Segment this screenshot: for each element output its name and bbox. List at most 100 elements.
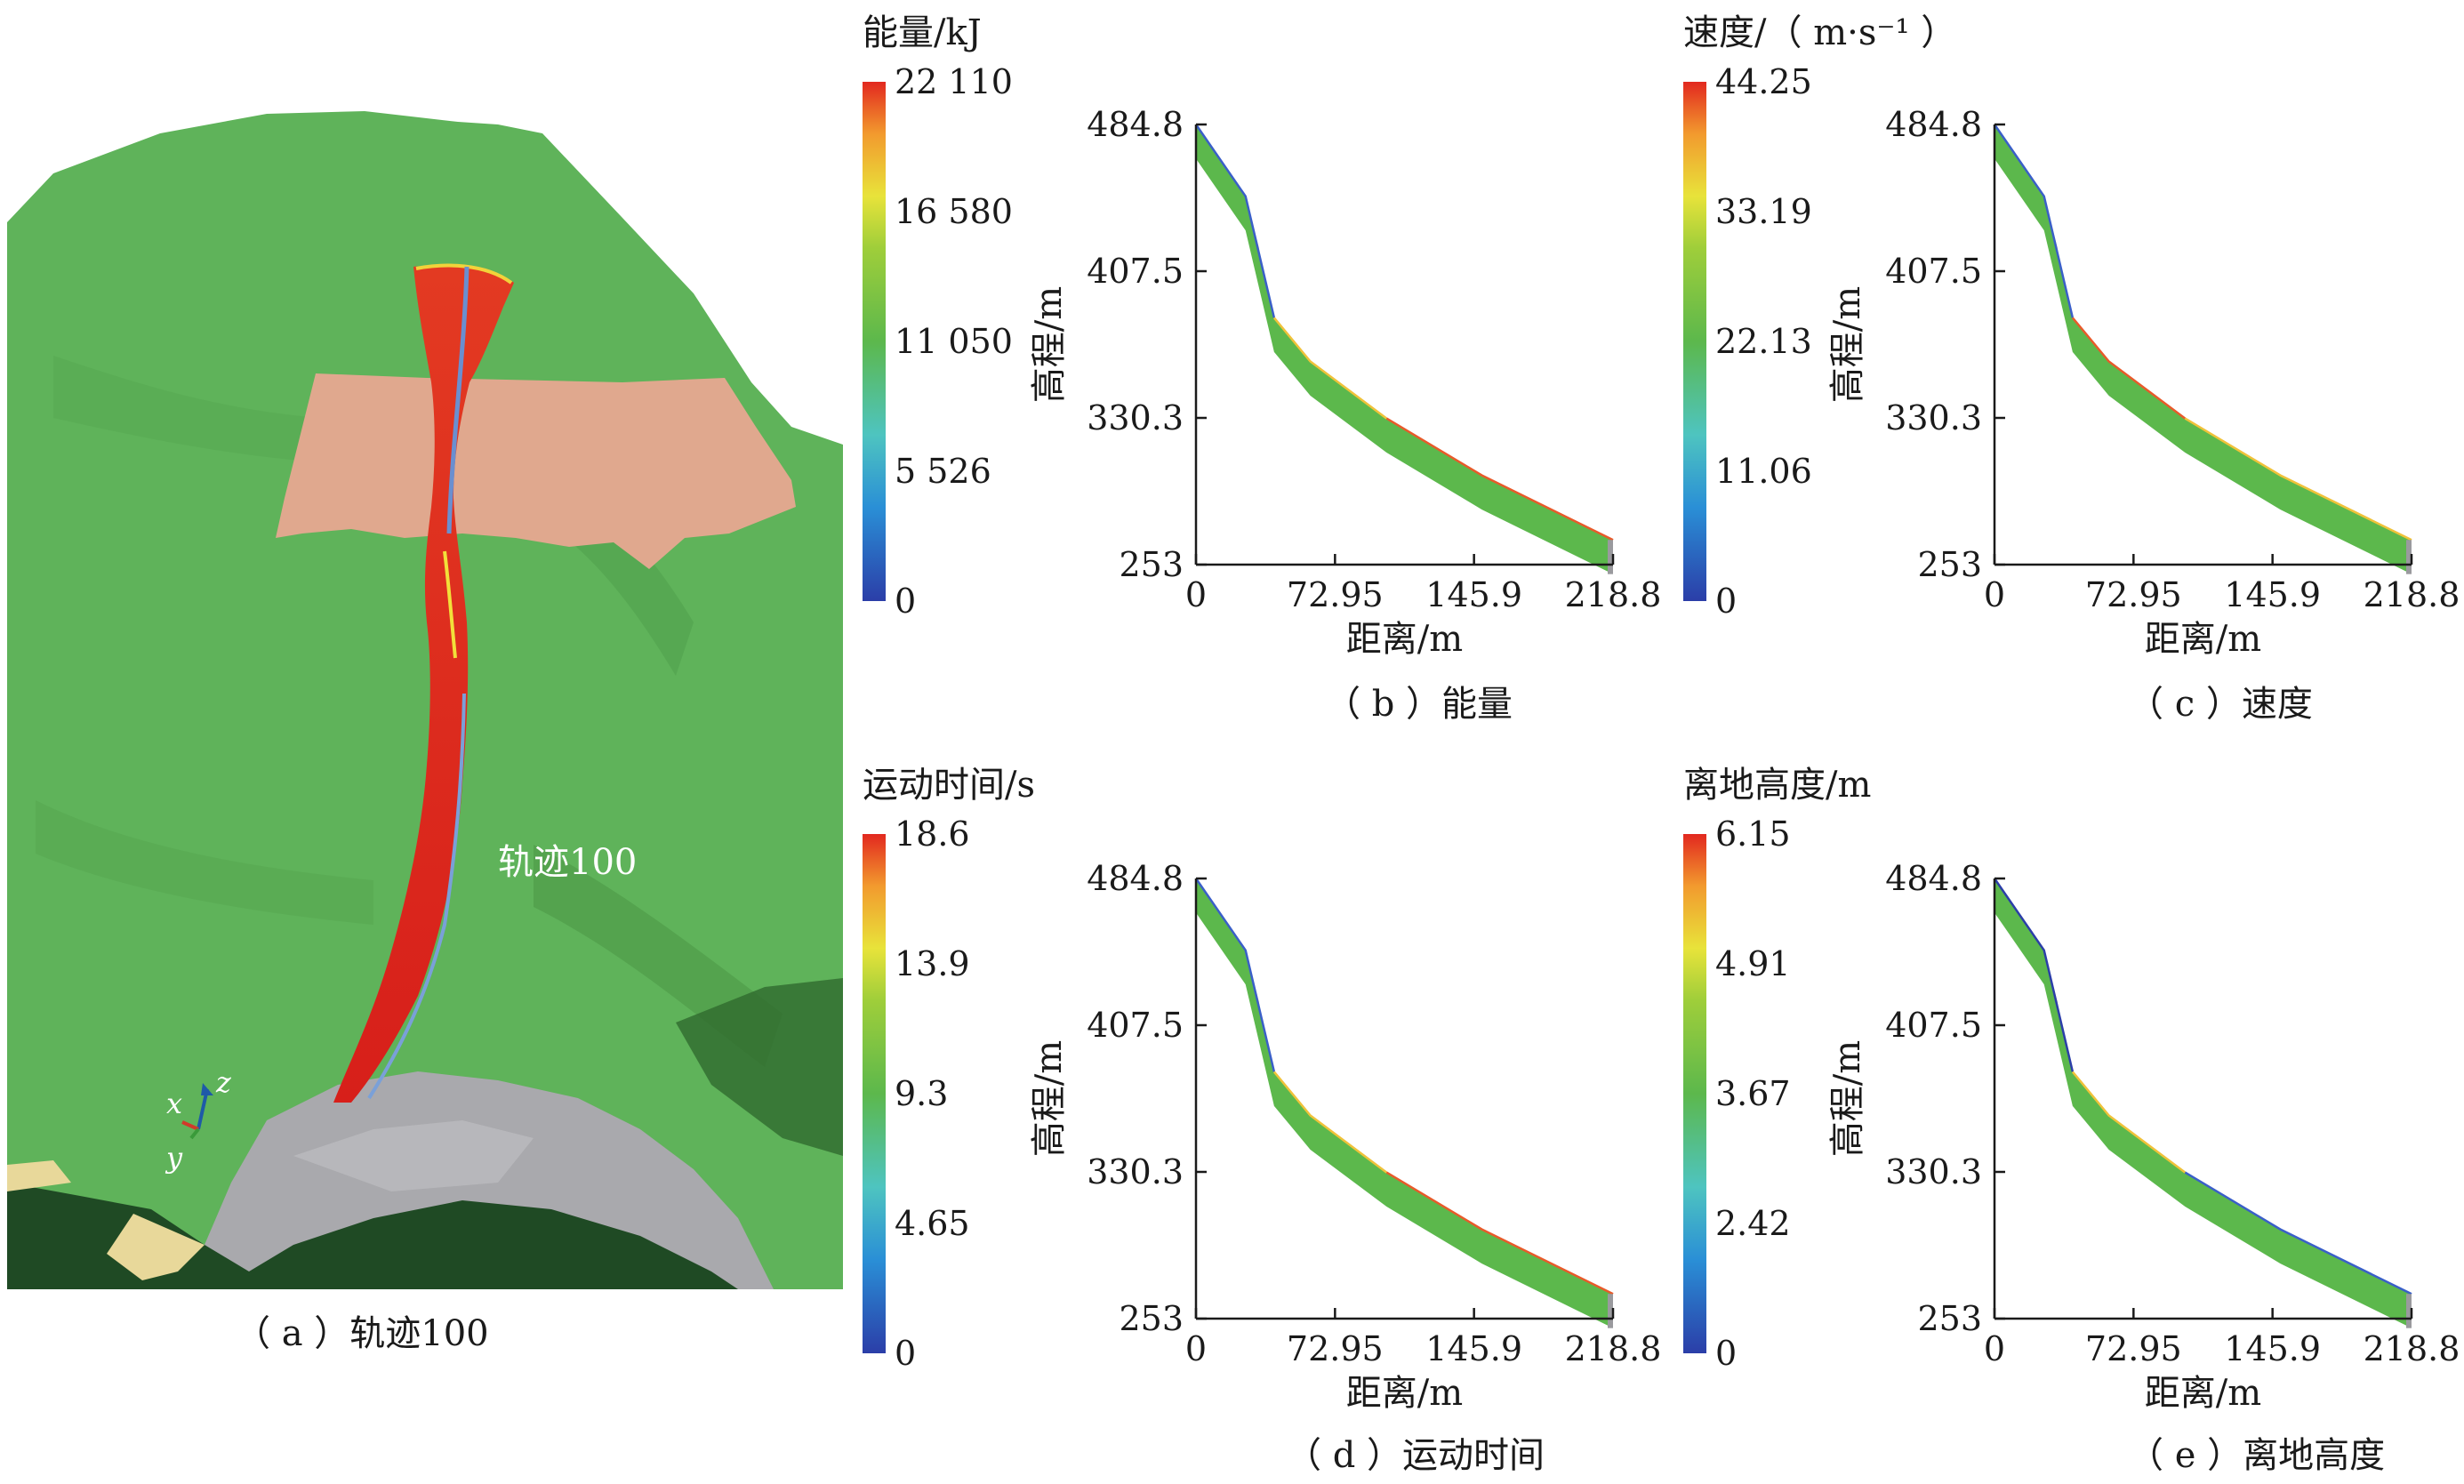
chart-c-deposit-end [2405,540,2412,574]
chart-e-xtick-label: 0 [1984,1329,2005,1368]
axis-triad: z x y [165,1065,232,1175]
chart-c: 253 330.3 407.5 484.8 0 72.95 145.9 218.8 距离/m 高程… [1827,105,2460,660]
colorbar-a-tick: 22 110 [895,62,1013,101]
axis-y-label: y [165,1141,183,1175]
chart-d-ytick-label: 330.3 [1087,1152,1184,1191]
chart-b-edge-lower [1385,417,1614,541]
colorbar-time-title: 运动时间/s [863,765,1035,806]
colorbar-time-bar [863,834,886,1353]
colorbar-time-tick: 0 [895,1334,916,1373]
colorbar-time-tick: 18.6 [895,814,970,854]
chart-d-ytick-label: 484.8 [1087,859,1184,898]
chart-c-xlabel: 距离/m [2145,619,2261,660]
colorbar-speed-tick: 22.13 [1715,322,1812,361]
chart-b-xtick-label: 218.8 [1565,575,1662,614]
chart-c-ytick-label: 407.5 [1885,252,1982,291]
chart-c-ytick-label: 330.3 [1885,398,1982,437]
colorbar-time-tick: 4.65 [895,1204,970,1243]
colorbar-speed-bar [1683,82,1706,601]
chart-e-ytick-label: 407.5 [1885,1006,1982,1045]
colorbar-height-tick: 3.67 [1715,1074,1791,1113]
chart-b-edge-upper [1194,124,1276,318]
chart-c-xtick-label: 145.9 [2224,575,2321,614]
panel-a-caption: （ a ）轨迹100 [235,1313,489,1354]
axis-z-label: z [215,1065,232,1099]
chart-d-trajectory-band [1196,878,1613,1328]
panel-e-caption: （ e ）离地高度 [2128,1435,2385,1476]
chart-e-edge-upper [1993,878,2075,1072]
colorbar-a-title: 能量/kJ [863,12,982,53]
chart-e-trajectory-band [1994,878,2412,1328]
panel-c-caption: （ c ）速度 [2128,684,2313,725]
chart-e-edge-lower [2184,1171,2412,1295]
colorbar-time: 运动时间/s 18.6 13.9 9.3 4.65 0 [863,765,1035,1373]
colorbar-speed-tick: 33.19 [1715,192,1812,231]
chart-b-ylabel: 高程/m [1029,286,1070,403]
chart-b-ytick-label: 253 [1119,545,1184,584]
chart-d: 253 330.3 407.5 484.8 0 72.95 145.9 218.8 距离/m 高程… [1029,859,1661,1414]
chart-b-edge-middle [1272,317,1388,420]
chart-e-ylabel: 高程/m [1827,1040,1868,1157]
chart-d-deposit-end [1607,1294,1613,1328]
colorbar-height-tick: 0 [1715,1334,1737,1373]
chart-e-xtick-label: 145.9 [2224,1329,2321,1368]
chart-b-ytick-label: 407.5 [1087,252,1184,291]
foreground-vegetation [7,1183,738,1289]
colorbar-speed-title: 速度/（ m·s⁻¹ ） [1683,12,1956,53]
chart-b-trajectory-band [1196,124,1613,574]
chart-d-xtick-label: 218.8 [1565,1329,1662,1368]
chart-c-ytick-label: 253 [1917,545,1982,584]
chart-b-ytick-label: 330.3 [1087,398,1184,437]
chart-c-trajectory-band [1994,124,2412,574]
chart-d-ylabel: 高程/m [1029,1040,1070,1157]
colorbar-time-tick: 9.3 [895,1074,948,1113]
chart-d-ytick-label: 407.5 [1087,1006,1184,1045]
colorbar-a-tick: 11 050 [895,322,1013,361]
chart-d-xtick-label: 145.9 [1425,1329,1522,1368]
chart-e-xlabel: 距离/m [2145,1373,2261,1414]
chart-b-xtick-label: 145.9 [1425,575,1522,614]
colorbar-height-bar [1683,834,1706,1353]
panel-d-caption: （ d ）运动时间 [1286,1435,1545,1476]
chart-b-ytick-label: 484.8 [1087,105,1184,144]
trajectory-100-upper [446,266,470,534]
trajectory-label: 轨迹100 [498,842,637,883]
colorbar-a-tick: 0 [895,582,916,621]
chart-d-ytick-label: 253 [1119,1299,1184,1338]
colorbar-height: 离地高度/m 6.15 4.91 3.67 2.42 0 [1683,765,1871,1373]
trajectory-100-lower [367,693,466,1100]
chart-d-xtick-label: 0 [1185,1329,1207,1368]
colorbar-speed-tick: 44.25 [1715,62,1812,101]
chart-b-xtick-label: 72.95 [1287,575,1384,614]
chart-c-edge-lower [2184,417,2412,541]
chart-e-ytick-label: 330.3 [1885,1152,1982,1191]
chart-e-xtick-label: 72.95 [2085,1329,2182,1368]
chart-b: 253 330.3 407.5 484.8 0 72.95 145.9 218.8 距离/m 高程… [1029,105,1661,660]
chart-b-xlabel: 距离/m [1346,619,1463,660]
chart-d-edge-upper [1194,878,1276,1072]
panel-a-terrain: 轨迹100 z x y （ a ）轨迹100 [7,111,843,1354]
chart-d-edge-middle [1272,1071,1388,1174]
chart-b-deposit-end [1607,540,1613,574]
colorbar-speed: 速度/（ m·s⁻¹ ） 44.25 33.19 22.13 11.06 0 [1683,12,1956,621]
colorbar-speed-tick: 11.06 [1715,452,1812,491]
chart-e-deposit-end [2405,1294,2412,1328]
chart-d-xlabel: 距离/m [1346,1373,1463,1414]
colorbar-height-tick: 4.91 [1715,944,1791,983]
chart-e-ytick-label: 484.8 [1885,859,1982,898]
chart-c-ylabel: 高程/m [1827,286,1868,403]
chart-b-xtick-label: 0 [1185,575,1207,614]
chart-c-edge-upper [1993,124,2075,318]
chart-c-edge-middle [2071,317,2187,420]
axis-x-label: x [166,1087,182,1120]
chart-d-xtick-label: 72.95 [1287,1329,1384,1368]
chart-c-xtick-label: 0 [1984,575,2005,614]
panel-b-caption: （ b ）能量 [1325,684,1513,725]
chart-e-ytick-label: 253 [1917,1299,1982,1338]
trajectory-plume [333,266,514,1103]
chart-c-xtick-label: 72.95 [2085,575,2182,614]
colorbar-a: 能量/kJ 22 110 16 580 11 050 5 526 0 [863,12,1013,621]
colorbar-height-title: 离地高度/m [1683,765,1871,806]
chart-c-xtick-label: 218.8 [2364,575,2460,614]
